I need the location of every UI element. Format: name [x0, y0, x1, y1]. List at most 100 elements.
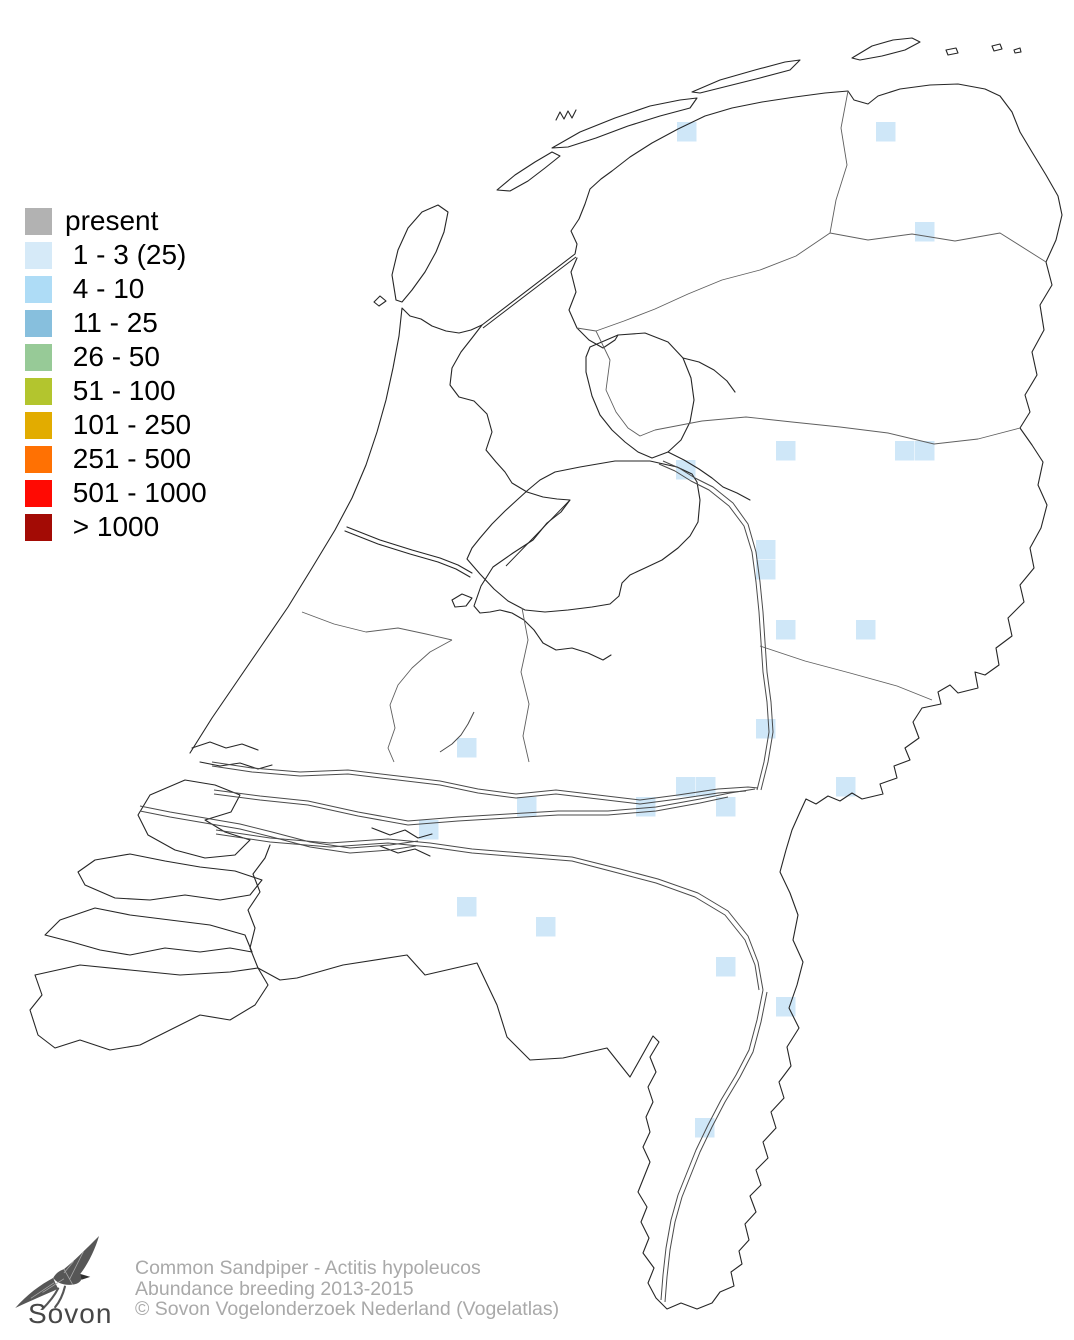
coast-line: [44, 907, 253, 956]
legend-swatch: [25, 309, 52, 337]
legend-label: 101 - 250: [65, 409, 192, 440]
legend-row: > 1000: [25, 510, 207, 544]
caption-survey: Abundance breeding 2013-2015: [135, 1277, 414, 1300]
legend-swatch: [25, 241, 52, 269]
coast-line: [568, 257, 619, 349]
border-line: [829, 232, 1047, 263]
abundance-square: [856, 620, 876, 640]
legend-row: 26 - 50: [25, 340, 207, 374]
abundance-square: [716, 957, 736, 977]
coast-line: [451, 593, 473, 608]
legend-swatch: [25, 445, 52, 473]
border-line: [595, 330, 656, 437]
coast-line: [1013, 47, 1022, 54]
legend-label: 1 - 3 (25): [65, 239, 187, 270]
legend-label: 251 - 500: [65, 443, 192, 474]
abundance-square: [756, 719, 776, 739]
abundance-square: [419, 820, 439, 840]
coast-line: [373, 295, 387, 307]
border-line: [654, 416, 1021, 445]
coast-line: [691, 59, 801, 94]
abundance-square: [536, 917, 556, 937]
legend-swatch: [25, 479, 52, 507]
legend-swatch: [25, 411, 52, 439]
caption-species: Common Sandpiper - Actitis hypoleucos: [135, 1257, 481, 1279]
legend-label: 51 - 100: [65, 375, 176, 406]
legend-label: present: [65, 205, 159, 236]
coast-line: [189, 83, 1063, 1310]
border-line: [520, 607, 530, 763]
legend-row: 51 - 100: [25, 374, 207, 408]
legend-label: > 1000: [65, 511, 160, 542]
river-line: [664, 991, 768, 1303]
coast-line: [851, 37, 921, 61]
coast-line: [945, 47, 959, 56]
border-line: [387, 639, 453, 763]
coast-line: [667, 451, 751, 501]
legend-label: 501 - 1000: [65, 477, 207, 508]
coast-line: [585, 332, 695, 459]
abundance-square: [457, 738, 477, 758]
coast-line: [551, 97, 698, 149]
legend-swatch: [25, 275, 52, 303]
border-line: [759, 645, 933, 701]
legend-row: 11 - 25: [25, 306, 207, 340]
abundance-square: [756, 560, 776, 580]
legend-row: 501 - 1000: [25, 476, 207, 510]
border-line: [576, 232, 831, 332]
abundance-square: [776, 441, 796, 461]
border-line: [301, 611, 453, 641]
map-footer: Sovon Common Sandpiper - Actitis hypoleu…: [0, 1232, 1074, 1340]
legend-row: 251 - 500: [25, 442, 207, 476]
abundance-square: [716, 797, 736, 817]
river-line: [215, 833, 760, 991]
abundance-square: [915, 222, 935, 242]
river-line: [211, 761, 759, 801]
legend-swatch: [25, 343, 52, 371]
river-line: [662, 460, 774, 791]
legend-label: 4 - 10: [65, 273, 145, 304]
legend-label: 26 - 50: [65, 341, 160, 372]
dike-line: [505, 499, 571, 567]
coast-line: [391, 204, 449, 303]
legend-swatch: [25, 377, 52, 405]
abundance-legend: present 1 - 3 (25) 4 - 10 11 - 25 26 - 5…: [25, 204, 207, 544]
coast-line: [499, 609, 612, 661]
river-line: [213, 788, 756, 822]
coast-line: [344, 530, 471, 578]
abundance-square: [915, 441, 935, 461]
abundance-square: [457, 897, 477, 917]
abundance-square: [517, 797, 537, 817]
coast-line: [682, 357, 736, 393]
sovon-logo-text: Sovon: [28, 1298, 113, 1329]
legend-row: 1 - 3 (25): [25, 238, 207, 272]
dike-line: [482, 256, 577, 329]
river-line: [139, 805, 419, 849]
coast-line: [371, 827, 433, 839]
legend-row: 4 - 10: [25, 272, 207, 306]
abundance-square: [756, 540, 776, 560]
river-line: [139, 810, 417, 854]
coast-line: [29, 964, 269, 1051]
coast-line: [137, 779, 251, 859]
map-captions: Common Sandpiper - Actitis hypoleucos Ab…: [135, 1258, 559, 1320]
sovon-swallow-logo-icon: [15, 1235, 100, 1310]
abundance-square: [776, 620, 796, 640]
legend-label: 11 - 25: [65, 307, 158, 338]
river-line: [211, 765, 747, 805]
coast-line: [496, 151, 561, 192]
abundance-square: [876, 122, 896, 142]
river-line: [439, 711, 475, 753]
coast-line: [346, 526, 473, 574]
border-line: [829, 90, 849, 234]
coast-line: [449, 324, 571, 614]
legend-swatch: [25, 207, 52, 235]
river-line: [658, 463, 770, 791]
legend-row: 101 - 250: [25, 408, 207, 442]
river-line: [660, 989, 764, 1301]
legend-swatch: [25, 513, 52, 541]
coast-line: [379, 845, 431, 857]
coast-line: [991, 43, 1003, 52]
river-line: [215, 829, 764, 991]
